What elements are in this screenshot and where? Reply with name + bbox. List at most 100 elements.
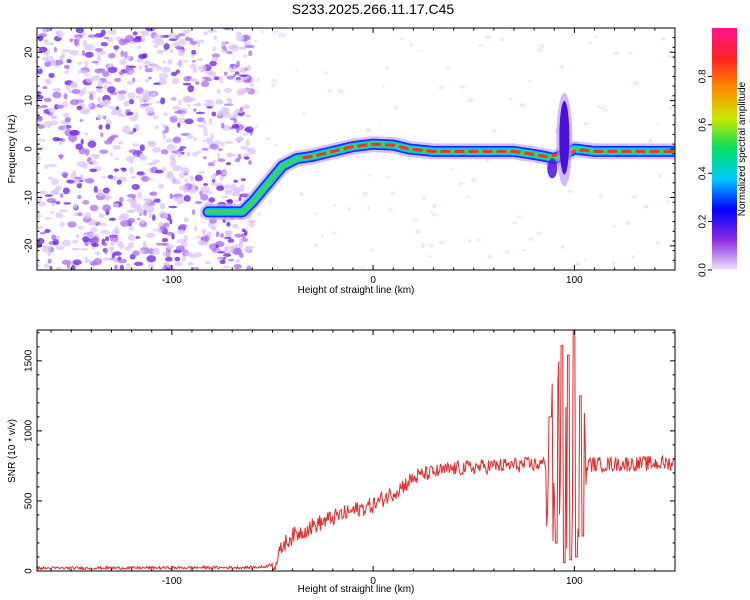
noise-speckle [226, 97, 231, 102]
noise-speckle [367, 206, 371, 210]
noise-speckle [253, 39, 259, 43]
noise-speckle [236, 60, 240, 68]
noise-speckle [415, 229, 422, 234]
noise-speckle [125, 198, 135, 202]
noise-speckle [136, 171, 145, 176]
noise-speckle [160, 97, 166, 105]
noise-speckle [261, 30, 264, 34]
noise-speckle [142, 240, 147, 249]
noise-speckle [75, 28, 84, 34]
noise-speckle-layer [37, 28, 673, 270]
noise-speckle [217, 148, 223, 152]
noise-speckle [192, 103, 202, 107]
noise-speckle [208, 118, 213, 126]
noise-speckle [560, 244, 565, 249]
noise-speckle [105, 119, 112, 126]
noise-speckle [117, 90, 127, 95]
noise-speckle [165, 267, 171, 270]
noise-speckle [60, 49, 71, 53]
noise-speckle [149, 177, 154, 181]
noise-speckle [69, 38, 74, 43]
noise-speckle [144, 106, 155, 114]
noise-speckle [116, 179, 122, 185]
noise-speckle [135, 35, 142, 40]
noise-speckle [221, 195, 229, 199]
noise-speckle [100, 132, 104, 138]
noise-speckle [225, 230, 232, 237]
noise-speckle [69, 99, 80, 106]
noise-speckle [148, 211, 153, 219]
noise-speckle [95, 47, 103, 52]
noise-speckle [101, 176, 108, 179]
noise-speckle [191, 59, 197, 63]
noise-speckle [381, 85, 385, 88]
noise-speckle [114, 226, 120, 234]
noise-speckle [73, 212, 79, 217]
noise-speckle [193, 67, 197, 74]
noise-speckle [184, 36, 191, 42]
noise-speckle [113, 50, 119, 53]
noise-speckle [74, 176, 82, 180]
noise-speckle [234, 233, 244, 238]
noise-speckle [235, 258, 240, 264]
noise-speckle [206, 106, 213, 109]
noise-speckle [193, 108, 197, 112]
noise-speckle [50, 210, 55, 215]
noise-speckle [559, 64, 565, 69]
noise-speckle [45, 78, 52, 86]
noise-speckle [598, 193, 604, 198]
noise-speckle [125, 156, 135, 163]
noise-speckle [666, 55, 673, 58]
noise-speckle [234, 158, 241, 163]
noise-speckle [129, 41, 138, 45]
noise-speckle [235, 31, 242, 37]
noise-speckle [149, 63, 160, 69]
noise-speckle [226, 189, 233, 195]
noise-speckle [58, 140, 63, 146]
noise-speckle [354, 155, 361, 159]
noise-speckle [107, 105, 115, 109]
noise-speckle [139, 144, 145, 152]
noise-speckle [246, 265, 252, 270]
noise-speckle [199, 190, 203, 196]
noise-speckle [327, 88, 333, 94]
noise-speckle [105, 123, 111, 130]
noise-speckle [117, 113, 127, 118]
noise-speckle [43, 28, 48, 35]
noise-speckle [365, 128, 372, 133]
noise-speckle [93, 233, 100, 237]
noise-speckle [169, 218, 173, 225]
noise-speckle [37, 68, 43, 75]
noise-speckle [96, 189, 106, 197]
noise-speckle [196, 150, 203, 154]
noise-speckle [220, 141, 226, 147]
noise-speckle [55, 266, 62, 270]
noise-speckle [211, 160, 217, 164]
noise-speckle [265, 28, 269, 31]
noise-speckle [182, 96, 191, 102]
noise-speckle [47, 251, 52, 257]
noise-speckle [174, 261, 182, 267]
noise-speckle [314, 243, 318, 248]
noise-speckle [162, 250, 171, 258]
noise-speckle [147, 162, 157, 166]
noise-speckle [217, 251, 226, 254]
spectrogram-x-tick-label: -100 [162, 275, 182, 286]
noise-speckle [81, 49, 86, 57]
noise-speckle [298, 192, 304, 197]
noise-speckle [153, 198, 161, 203]
noise-speckle [226, 222, 231, 227]
noise-speckle [242, 104, 251, 110]
noise-speckle [177, 49, 185, 57]
noise-speckle [450, 168, 455, 171]
noise-speckle [249, 222, 255, 228]
noise-speckle [302, 112, 307, 115]
noise-speckle [43, 97, 52, 102]
noise-speckle [178, 185, 188, 191]
noise-speckle [458, 181, 464, 186]
noise-speckle [196, 235, 201, 239]
noise-speckle [149, 92, 157, 97]
noise-speckle [176, 152, 183, 158]
noise-speckle [73, 39, 80, 46]
